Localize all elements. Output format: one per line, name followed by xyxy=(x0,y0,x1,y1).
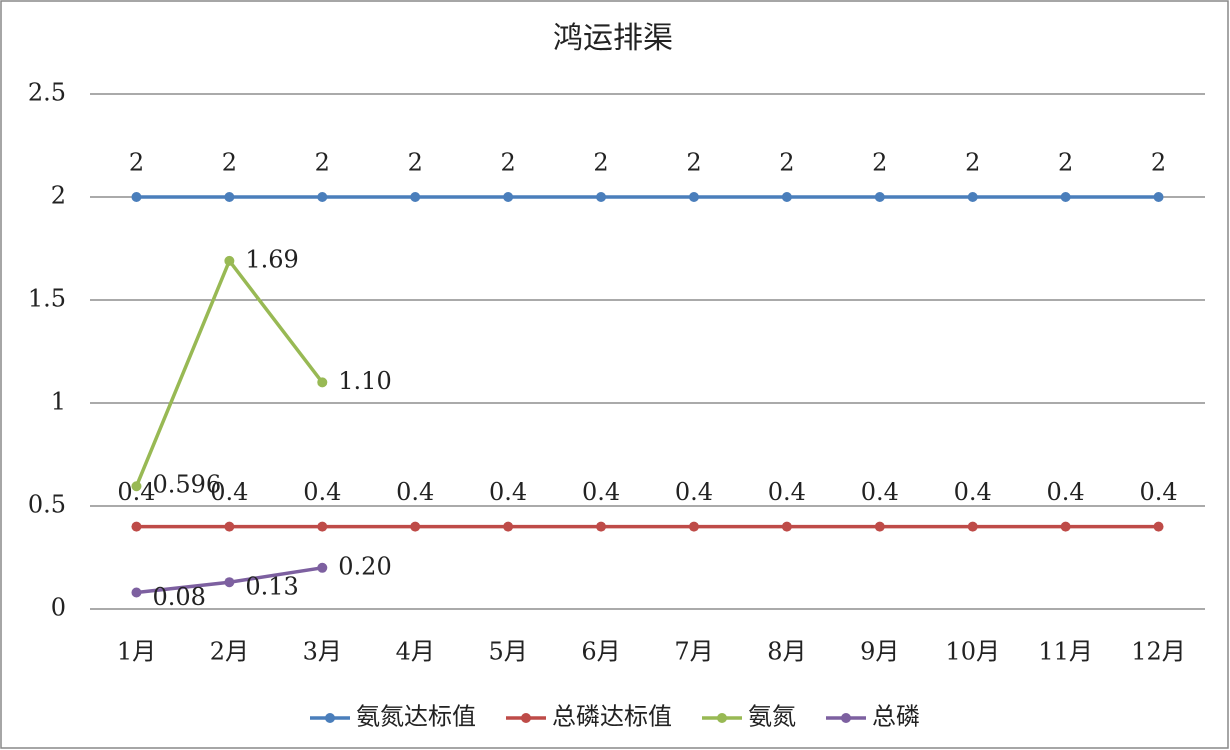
legend-marker xyxy=(325,713,335,723)
data-label: 2 xyxy=(686,149,701,177)
data-label: 0.4 xyxy=(675,478,713,506)
legend-label: 氨氮 xyxy=(748,703,796,731)
point xyxy=(410,192,421,202)
x-tick-label: 3月 xyxy=(303,638,342,666)
data-label: 0.596 xyxy=(152,471,221,499)
data-label: 2 xyxy=(222,149,237,177)
point xyxy=(874,521,885,532)
x-tick-label: 11月 xyxy=(1038,638,1093,666)
data-label: 0.13 xyxy=(245,573,298,601)
point xyxy=(967,521,978,532)
point xyxy=(224,192,235,202)
y-tick-label: 0 xyxy=(51,594,66,622)
data-label: 2 xyxy=(500,149,515,177)
x-tick-label: 8月 xyxy=(767,638,806,666)
y-tick-label: 2.5 xyxy=(28,79,66,107)
data-label: 2 xyxy=(315,149,330,177)
data-label: 2 xyxy=(593,149,608,177)
data-label: 0.4 xyxy=(396,478,434,506)
point xyxy=(224,255,235,266)
y-tick-label: 2 xyxy=(51,182,66,210)
data-label: 2 xyxy=(129,149,144,177)
legend-marker xyxy=(717,713,727,723)
x-tick-label: 6月 xyxy=(581,638,620,666)
data-label: 0.4 xyxy=(768,478,806,506)
point xyxy=(131,481,142,492)
x-tick-label: 2月 xyxy=(210,638,249,666)
data-label: 0.4 xyxy=(303,478,341,506)
data-label: 1.10 xyxy=(338,367,391,395)
point xyxy=(1060,192,1071,202)
legend-marker xyxy=(521,713,531,723)
point xyxy=(1060,521,1071,532)
legend-label: 氨氮达标值 xyxy=(356,703,476,731)
data-label: 2 xyxy=(779,149,794,177)
legend-label: 总磷达标值 xyxy=(552,703,672,731)
data-label: 2 xyxy=(872,149,887,177)
point xyxy=(688,521,699,532)
data-label: 0.4 xyxy=(954,478,992,506)
point xyxy=(317,377,328,388)
x-tick-label: 1月 xyxy=(117,638,156,666)
x-tick-label: 5月 xyxy=(488,638,527,666)
point xyxy=(967,192,978,202)
x-tick-label: 9月 xyxy=(860,638,899,666)
point xyxy=(688,192,699,202)
chart-title: 鸿运排渠 xyxy=(553,21,673,56)
legend-marker xyxy=(841,713,851,723)
data-label: 0.4 xyxy=(210,478,248,506)
data-label: 2 xyxy=(965,149,980,177)
point xyxy=(781,192,792,202)
data-label: 0.4 xyxy=(861,478,899,506)
point xyxy=(874,192,885,202)
legend-label: 总磷 xyxy=(872,703,920,731)
x-tick-label: 10月 xyxy=(945,638,1000,666)
point xyxy=(410,521,421,532)
data-label: 2 xyxy=(408,149,423,177)
x-tick-label: 7月 xyxy=(674,638,713,666)
point xyxy=(317,562,328,573)
point xyxy=(224,577,235,588)
point xyxy=(317,192,328,202)
y-tick-label: 1.5 xyxy=(28,285,66,313)
data-label: 0.4 xyxy=(1139,478,1177,506)
point xyxy=(781,521,792,532)
point xyxy=(1153,521,1164,532)
point xyxy=(596,192,607,202)
point xyxy=(317,521,328,532)
data-label: 0.20 xyxy=(338,552,391,580)
point xyxy=(1153,192,1164,202)
point xyxy=(503,192,514,202)
data-label: 2 xyxy=(1151,149,1166,177)
data-label: 0.4 xyxy=(1047,478,1085,506)
point xyxy=(224,521,235,532)
data-label: 0.08 xyxy=(152,583,205,611)
point xyxy=(131,192,142,202)
point xyxy=(131,521,142,532)
data-label: 1.69 xyxy=(245,245,298,273)
x-tick-label: 12月 xyxy=(1131,638,1186,666)
data-label: 2 xyxy=(1058,149,1073,177)
y-tick-label: 1 xyxy=(51,388,66,416)
y-tick-label: 0.5 xyxy=(28,491,66,519)
point xyxy=(503,521,514,532)
data-label: 0.4 xyxy=(582,478,620,506)
data-label: 0.4 xyxy=(489,478,527,506)
point xyxy=(131,587,142,598)
point xyxy=(596,521,607,532)
x-tick-label: 4月 xyxy=(396,638,435,666)
